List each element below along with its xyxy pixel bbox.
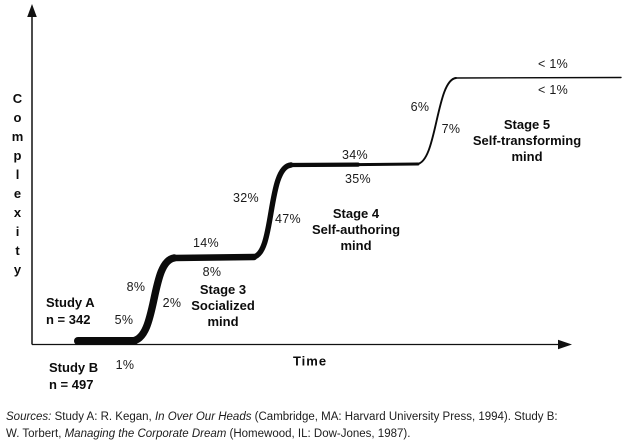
curve-stage3-plateau	[170, 253, 258, 262]
pct-study-b-rise2: 47%	[275, 212, 301, 226]
study-b-n: n = 497	[49, 376, 94, 392]
stage5-line3: mind	[511, 149, 543, 164]
study-b-legend: Study B n = 497	[49, 360, 98, 393]
pct-study-a-rise3: 6%	[410, 100, 430, 114]
y-axis-label: Complexity	[10, 91, 25, 281]
stage4-label: Stage 4 Self-authoring mind	[312, 206, 400, 254]
x-axis-label: Time	[292, 353, 328, 369]
pct-study-b-base: 1%	[115, 358, 135, 372]
stage3-label: Stage 3 Socialized mind	[191, 282, 255, 330]
footnote-sources-word: Sources:	[6, 411, 55, 423]
stage5-line1: Stage 5	[503, 117, 551, 132]
pct-study-a-stage3: 14%	[193, 236, 219, 250]
stage3-line3: mind	[207, 314, 239, 329]
stage5-label: Stage 5 Self-transforming mind	[473, 117, 581, 165]
study-b-name: Study B	[49, 360, 99, 375]
y-axis-arrow-icon	[27, 4, 37, 17]
footnote-book-title-b: Managing the Corporate Dream	[64, 428, 230, 440]
pct-study-b-stage3: 8%	[202, 265, 222, 279]
curve-rise-to-stage5	[416, 77, 457, 165]
stage4-line2: Self-authoring	[311, 222, 401, 237]
sources-footnote: Sources: Study A: R. Kegan, In Over Our …	[6, 409, 620, 443]
footnote-pub-a-text: (Cambridge, MA: Harvard University Press…	[254, 411, 558, 423]
curve-stage5-plateau	[454, 76, 622, 79]
stage4-line1: Stage 4	[332, 206, 380, 221]
pct-study-a-rise2: 32%	[233, 191, 259, 205]
stage3-line2: Socialized	[191, 298, 255, 313]
stage3-line1: Stage 3	[199, 282, 247, 297]
development-curve	[74, 76, 622, 345]
x-axis-arrow-icon	[558, 339, 572, 350]
pct-study-a-stage5: < 1%	[537, 57, 569, 71]
stage4-line3: mind	[340, 238, 372, 253]
curve-rise-to-stage3	[128, 254, 178, 345]
study-a-name: Study A	[46, 295, 95, 310]
pct-study-b-rise1: 2%	[162, 296, 182, 310]
stage5-line2: Self-transforming	[472, 133, 582, 148]
axes-and-curve-canvas	[27, 4, 622, 350]
curve-stage4-plateau-right	[354, 162, 420, 167]
pct-study-b-stage5: < 1%	[537, 83, 569, 97]
pct-study-a-rise1: 8%	[126, 280, 146, 294]
pct-study-b-stage4: 35%	[345, 172, 371, 186]
pct-study-b-rise3: 7%	[441, 122, 461, 136]
study-a-legend: Study A n = 342	[46, 295, 95, 328]
pct-study-a-stage4: 34%	[342, 148, 368, 162]
footnote-study-a-text: Study A: R. Kegan,	[54, 411, 155, 423]
chart-area: Complexity Time Study A n = 342 Study B …	[10, 4, 622, 393]
footnote-book-title-a: In Over Our Heads	[154, 411, 255, 423]
footnote-study-b-text: W. Torbert,	[6, 428, 65, 440]
curve-rise-to-stage4	[250, 162, 294, 260]
footnote-pub-b-text: (Homewood, IL: Dow-Jones, 1987).	[229, 428, 411, 440]
pct-study-a-base: 5%	[114, 313, 134, 327]
study-a-n: n = 342	[46, 311, 91, 327]
